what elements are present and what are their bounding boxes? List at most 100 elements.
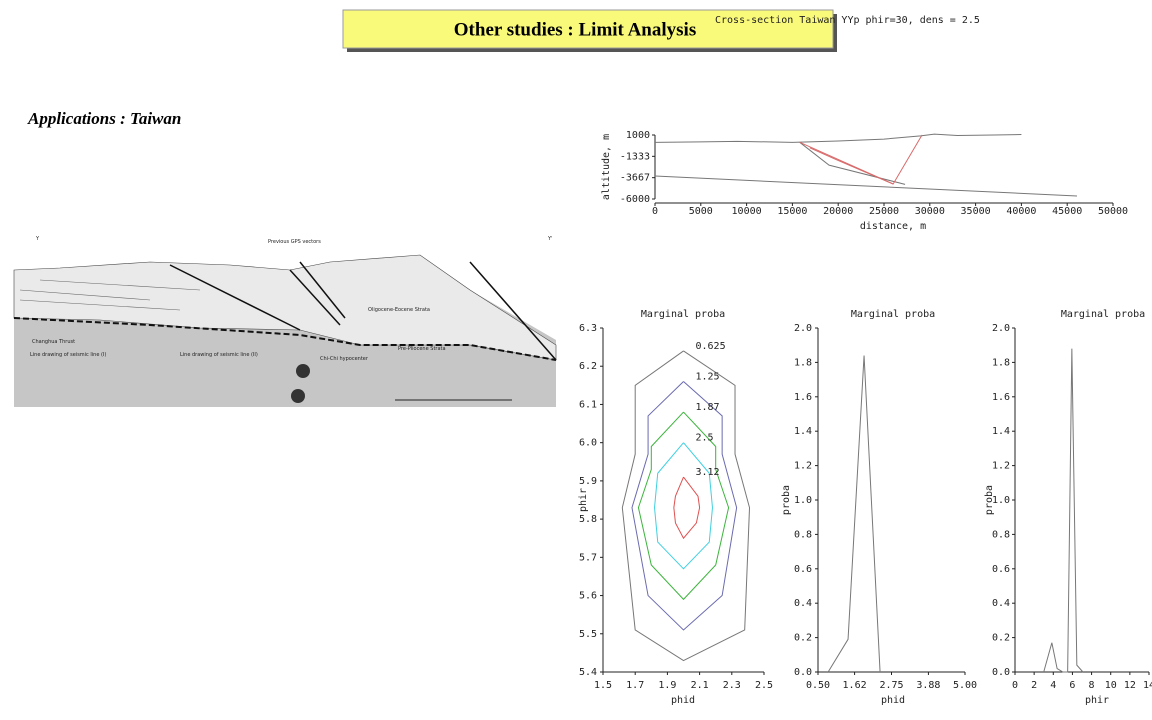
y-tick-label: -1333 — [620, 151, 650, 162]
x-tick-label: 40000 — [1006, 206, 1036, 217]
data-line — [799, 134, 923, 185]
x-tick-label: 2.5 — [755, 680, 773, 691]
header-box — [342, 9, 834, 49]
contour-label: 1.25 — [696, 372, 720, 383]
y-tick-label: 0.0 — [992, 667, 1010, 678]
y-tick-label: 0.0 — [794, 667, 812, 678]
x-tick-label: 2.3 — [723, 680, 741, 691]
x-tick-label: 2.1 — [691, 680, 709, 691]
x-tick-label: 1.7 — [626, 680, 644, 691]
x-tick-label: 35000 — [961, 206, 991, 217]
y-tick-label: 5.8 — [579, 514, 597, 525]
y-tick-label: 1.0 — [992, 495, 1010, 506]
x-tick-label: 1.5 — [594, 680, 612, 691]
contour-label: 3.12 — [696, 467, 720, 478]
contour-line — [621, 350, 751, 662]
x-tick-label: 50000 — [1098, 206, 1128, 217]
x-tick-label: 5.00 — [953, 680, 977, 691]
x-tick-label: 20000 — [823, 206, 853, 217]
y-axis-label: proba — [781, 485, 792, 515]
chart-title: Marginal proba — [641, 309, 725, 320]
x-tick-label: 4 — [1050, 680, 1056, 691]
figure-label: Line drawing of seismic line (II) — [180, 352, 258, 358]
y-tick-label: 1.8 — [794, 357, 812, 368]
figure-reflectors — [19, 279, 201, 311]
y-tick-label: 6.3 — [579, 323, 597, 334]
chart-title: Marginal proba — [1061, 309, 1145, 320]
figure-label: Changhua Thrust — [32, 339, 75, 345]
figure-faults — [169, 261, 557, 361]
x-axis-label: phir — [1085, 695, 1109, 706]
x-tick-label: 2 — [1031, 680, 1037, 691]
x-tick-label: 8 — [1089, 680, 1095, 691]
contour-line — [673, 476, 701, 540]
y-tick-label: 1.6 — [794, 392, 812, 403]
y-tick-label: 1.6 — [992, 392, 1010, 403]
y-axis-label: proba — [984, 485, 995, 515]
figure-strata — [13, 254, 557, 361]
subtitle: Applications : Taiwan — [27, 109, 181, 128]
x-axis-label: phid — [881, 695, 905, 706]
y-tick-label: 5.4 — [579, 667, 597, 678]
figure-decollement — [13, 317, 557, 361]
x-tick-label: 30000 — [915, 206, 945, 217]
slide-title: Other studies : Limit Analysis — [454, 19, 696, 40]
x-tick-label: 45000 — [1052, 206, 1082, 217]
y-tick-label: 6.2 — [579, 361, 597, 372]
y-tick-label: 1.2 — [794, 461, 812, 472]
y-tick-label: 0.2 — [992, 633, 1010, 644]
y-tick-label: 1.4 — [992, 426, 1010, 437]
figure-label: Chi-Chi hypocenter — [320, 356, 369, 362]
x-tick-label: 10000 — [732, 206, 762, 217]
y-tick-label: 0.4 — [794, 598, 812, 609]
y-tick-label: -3667 — [620, 173, 650, 184]
figure-label: Line drawing of seismic line (I) — [30, 352, 106, 358]
data-line — [799, 141, 906, 185]
y-tick-label: 5.5 — [579, 629, 597, 640]
figure-label: Oligocene-Eocene Strata — [368, 307, 430, 313]
y-tick-label: 1.2 — [992, 461, 1010, 472]
y-tick-label: 0.6 — [992, 564, 1010, 575]
figure-label: Pre-Pliocene Strata — [398, 346, 446, 352]
y-tick-label: 6.0 — [579, 438, 597, 449]
y-tick-label: 0.8 — [794, 529, 812, 540]
x-tick-label: 1.62 — [843, 680, 867, 691]
contour-line — [654, 442, 713, 570]
y-tick-label: 6.1 — [579, 399, 597, 410]
y-tick-label: 0.8 — [992, 529, 1010, 540]
x-tick-label: 12 — [1124, 680, 1136, 691]
contour-label: 0.625 — [696, 341, 726, 352]
x-tick-label: 10 — [1105, 680, 1117, 691]
y-tick-label: 1000 — [626, 130, 650, 141]
y-tick-label: 2.0 — [992, 323, 1010, 334]
contour-label: 1.87 — [696, 402, 720, 413]
x-tick-label: 5000 — [689, 206, 713, 217]
data-line — [654, 175, 1078, 197]
figure-label: Previous GPS vectors — [268, 239, 321, 245]
x-tick-label: 15000 — [777, 206, 807, 217]
y-tick-label: 0.2 — [794, 633, 812, 644]
contour-line — [637, 411, 730, 601]
y-tick-label: 5.9 — [579, 476, 597, 487]
y-tick-label: 5.7 — [579, 552, 597, 563]
x-axis-label: distance, m — [860, 221, 926, 232]
y-axis-label: altitude, m — [601, 134, 612, 200]
y-tick-label: 0.6 — [794, 564, 812, 575]
chart-title: Marginal proba — [851, 309, 935, 320]
figure-sky — [14, 233, 556, 340]
y-tick-label: 1.8 — [992, 357, 1010, 368]
y-tick-label: -6000 — [620, 194, 650, 205]
y-tick-label: 1.4 — [794, 426, 812, 437]
geology-figure: Y Y' Previous GPS vectors Changhua Thrus… — [13, 233, 557, 407]
y-tick-label: 0.4 — [992, 598, 1010, 609]
x-axis-label: phid — [671, 695, 695, 706]
data-line — [809, 147, 894, 185]
x-tick-label: 0 — [1012, 680, 1018, 691]
x-tick-label: 6 — [1069, 680, 1075, 691]
x-tick-label: 1.9 — [658, 680, 676, 691]
data-line — [654, 133, 1022, 143]
x-tick-label: 0 — [652, 206, 658, 217]
data-line — [827, 355, 881, 673]
x-tick-label: 0.50 — [806, 680, 830, 691]
